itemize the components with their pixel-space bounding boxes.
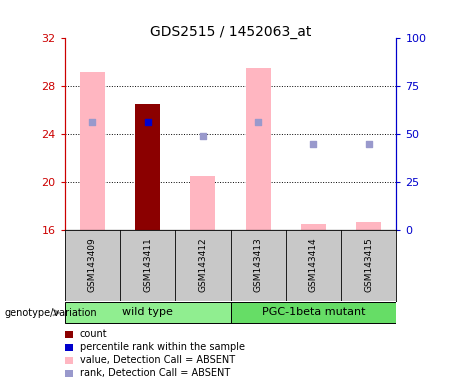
Bar — [356, 222, 381, 230]
Text: value, Detection Call = ABSENT: value, Detection Call = ABSENT — [80, 355, 235, 365]
Bar — [80, 72, 105, 230]
Text: GSM143413: GSM143413 — [254, 237, 263, 292]
Point — [310, 141, 317, 147]
Bar — [65, 302, 230, 323]
Point — [365, 141, 372, 147]
Text: GSM143412: GSM143412 — [198, 237, 207, 292]
Text: GSM143409: GSM143409 — [88, 237, 97, 292]
Text: GDS2515 / 1452063_at: GDS2515 / 1452063_at — [150, 25, 311, 39]
Text: count: count — [80, 329, 107, 339]
Text: GSM143415: GSM143415 — [364, 237, 373, 292]
Text: GSM143414: GSM143414 — [309, 237, 318, 292]
Point — [144, 119, 151, 126]
Point — [89, 119, 96, 126]
Text: GSM143411: GSM143411 — [143, 237, 152, 292]
Bar — [135, 104, 160, 230]
Bar — [190, 176, 215, 230]
Text: percentile rank within the sample: percentile rank within the sample — [80, 342, 245, 352]
Bar — [301, 224, 326, 230]
Point — [199, 132, 207, 139]
Text: PGC-1beta mutant: PGC-1beta mutant — [262, 307, 365, 317]
Text: genotype/variation: genotype/variation — [5, 308, 97, 318]
Point — [254, 119, 262, 126]
Bar — [230, 302, 396, 323]
Text: wild type: wild type — [122, 307, 173, 317]
Bar — [135, 104, 160, 230]
Bar — [246, 68, 271, 230]
Text: rank, Detection Call = ABSENT: rank, Detection Call = ABSENT — [80, 368, 230, 378]
